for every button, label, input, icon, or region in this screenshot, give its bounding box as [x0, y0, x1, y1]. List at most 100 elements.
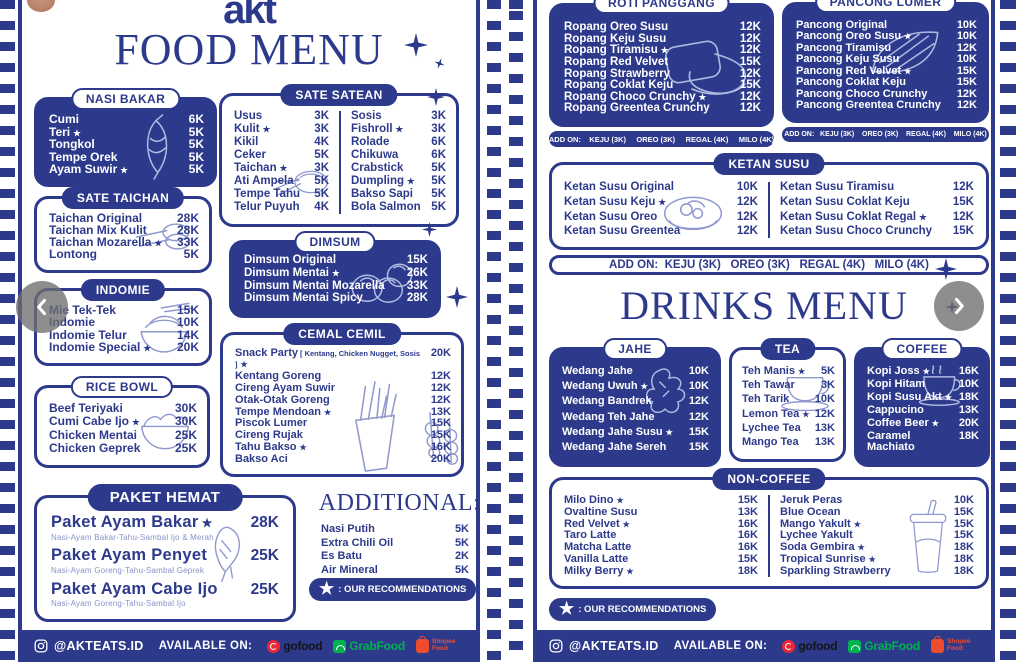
- item-name: Ati Ampela: [234, 175, 294, 188]
- item-name: Kulit: [234, 123, 260, 136]
- item-price: 12K: [736, 195, 758, 208]
- menu-item: Pancong Coklat Keju 15K: [796, 77, 977, 88]
- noodles-illustration: [132, 301, 196, 362]
- item-name: Kopi Susu Akt: [867, 391, 942, 403]
- menu-item: Coffee Beer ★ 20K: [867, 418, 979, 429]
- star-icon: ★: [240, 360, 248, 369]
- menu-item-list: Paket Ayam Bakar ★ 28K Nasi-Ayam Bakar-Tah…: [51, 514, 279, 608]
- menu-item: Beef Teriyaki 30K: [49, 402, 197, 414]
- star-icon: ★: [698, 92, 707, 102]
- item-price: 28K: [250, 514, 279, 531]
- menu-item: Teri ★ 5K: [49, 126, 204, 138]
- menu-item: Cappucino 13K: [867, 405, 979, 416]
- menu-item: Blue Ocean 15K: [780, 506, 974, 518]
- item-price: 5K: [183, 247, 199, 261]
- item-price: 25K: [250, 547, 279, 565]
- menu-item: Snack Party[ Kentang, Chicken Nugget, So…: [235, 348, 451, 370]
- menu-item: Ketan Susu Keju ★ 12K: [564, 195, 758, 209]
- item-name: Chicken Geprek: [49, 440, 141, 455]
- item-price: 15K: [952, 225, 974, 238]
- menu-item: Wedang Teh Jahe 12K: [562, 411, 709, 423]
- item-price: 10K: [956, 19, 977, 31]
- prev-button[interactable]: [16, 281, 68, 333]
- menu-item: Ropang Oreo Susu 12K: [564, 21, 761, 34]
- item-name: Teh Manis: [742, 365, 795, 377]
- item-name: Kentang Goreng: [235, 369, 322, 382]
- item-name: Wedang Bandrek: [562, 395, 652, 408]
- item-price: 12K: [952, 210, 974, 223]
- menu-item: Ropang Greentea Crunchy 12K: [564, 103, 761, 115]
- menu-item: Piscok Lumer 15K: [235, 418, 451, 429]
- item-name: Cireng Rujak: [235, 429, 303, 442]
- item-price: 15K: [953, 529, 974, 542]
- item-name: Pancong Greentea Crunchy: [796, 98, 941, 111]
- menu-item: Cumi Cabe Ijo ★ 30K: [49, 415, 197, 427]
- item-price: 16K: [737, 517, 758, 530]
- star-icon: ★: [559, 599, 575, 618]
- drinks-menu-page: ROTI PANGGANG Ropang Oreo Susu 12K Ropang …: [533, 0, 995, 662]
- menu-item: Indomie 10K: [49, 316, 199, 328]
- section-label: SATE TAICHAN: [61, 187, 185, 209]
- menu-item: Kopi Susu Akt ★ 18K: [867, 392, 979, 403]
- menu-item: Nasi Putih 5K: [321, 524, 469, 535]
- menu-item: Milky Berry ★ 18K: [564, 565, 758, 577]
- item-price: 13K: [958, 404, 979, 416]
- menu-item: Pancong Oreo Susu ★ 10K: [796, 31, 977, 42]
- item-name: Coffee Beer: [867, 417, 929, 429]
- menu-item: Cireng Ayam Suwir 12K: [235, 382, 451, 394]
- menu-item: Mie Tek-Tek 15K: [49, 304, 199, 316]
- star-icon: ★: [323, 407, 332, 417]
- item-name: Kopi Hitam: [867, 378, 926, 390]
- grabfood-label: GrabFood: [349, 639, 405, 653]
- item-price: 12K: [952, 181, 974, 193]
- menu-item: Lontong 5K: [49, 248, 199, 260]
- menu-item: Extra Chili Oil 5K: [321, 537, 469, 549]
- section-pancong-lumer: PANCONG LUMER Pancong Original 10K Pancong…: [782, 0, 989, 123]
- item-price: 10K: [736, 181, 758, 193]
- item-name: Milo Dino: [564, 494, 614, 506]
- item-price: 13K: [737, 505, 758, 518]
- grab-icon: [333, 639, 347, 653]
- item-price: 5K: [188, 162, 204, 176]
- menu-item: Dimsum Mentai Mozarella 33K: [244, 279, 428, 293]
- item-description: Nasi-Ayam Goreng-Tahu-Sambal Ijo: [51, 599, 186, 608]
- menu-item: Crabstick 5K: [351, 163, 446, 175]
- platform-logos: gofood GrabFood Shopee Food: [782, 636, 979, 653]
- section-paket-hemat: PAKET HEMAT Paket Ayam Bakar ★ 28K Nasi-Ay…: [34, 484, 296, 622]
- item-price: 5K: [431, 188, 446, 201]
- menu-item: Bola Salmon 5K: [351, 202, 446, 214]
- menu-item: Ketan Susu Oreo 12K: [564, 211, 758, 224]
- item-price: 18K: [953, 564, 974, 577]
- menu-item: Ropang Choco Crunchy ★ 12K: [564, 91, 761, 104]
- menu-item: Mango Tea 13K: [742, 435, 835, 448]
- section-label: COFFEE: [881, 338, 963, 360]
- item-name: Tempe Orek: [49, 149, 118, 164]
- item-price: 3K: [314, 110, 329, 122]
- menu-item: Ketan Susu Original 10K: [564, 181, 758, 194]
- footer-bar: @AKTEATS.ID AVAILABLE ON: gofood GrabFoo…: [537, 630, 991, 662]
- item-name: Es Batu: [321, 550, 362, 563]
- item-name: Ceker: [234, 149, 266, 162]
- item-price: 13K: [814, 435, 835, 448]
- item-price: 12K: [430, 393, 451, 406]
- item-price: 5K: [431, 175, 446, 188]
- item-price: 12K: [688, 395, 709, 408]
- item-name: Pancong Keju Susu: [796, 53, 900, 66]
- star-icon: ★: [616, 496, 624, 505]
- item-name: Caramel Machiato: [867, 430, 915, 453]
- item-name: Ketan Susu Choco Crunchy: [780, 225, 933, 238]
- next-button[interactable]: [934, 281, 984, 331]
- menu-item: Paket Ayam Penyet 25K Nasi-Ayam Goreng-Ta…: [51, 547, 279, 575]
- item-name: Wedang Uwuh: [562, 380, 638, 393]
- item-price: 33K: [406, 279, 428, 292]
- star-icon: ★: [319, 579, 335, 598]
- item-price: 10K: [176, 315, 199, 330]
- menu-item: Pancong Choco Crunchy 12K: [796, 88, 977, 100]
- item-price: 12K: [814, 407, 835, 420]
- menu-item: Usus 3K: [234, 110, 329, 123]
- addon-bar: ADD ON: KEJU (3K) OREO (3K) REGAL (4K) M…: [782, 127, 989, 142]
- item-name: Air Mineral: [321, 563, 378, 576]
- footer-bar: @AKTEATS.ID AVAILABLE ON: gofood GrabFoo…: [22, 630, 476, 662]
- section-nasi-bakar: NASI BAKAR Cumi 6K Teri ★ 5K Tongkol 5K Tempe O…: [34, 88, 217, 187]
- item-name: Kikil: [234, 136, 259, 149]
